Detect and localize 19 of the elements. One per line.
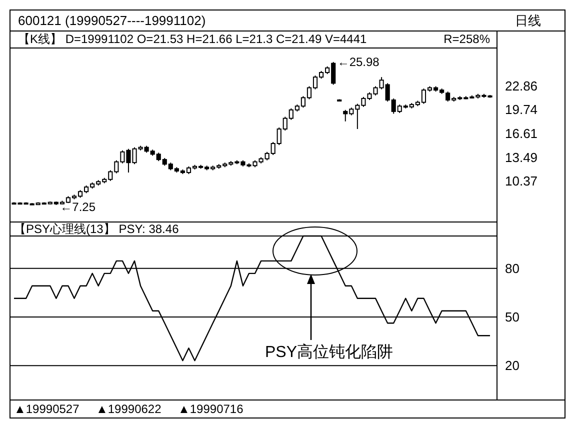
annotation: ←25.98 — [337, 54, 380, 69]
y-tick-label: 50 — [505, 310, 520, 325]
text: 日线 — [515, 13, 541, 28]
chart-subtitle: 【K线】 D=19991102 O=21.53 H=21.66 L=21.3 C=21.49 V=4441 — [18, 32, 368, 46]
text: ▲19990622 — [96, 402, 162, 416]
chart-title: 600121 (19990527----19991102) — [18, 13, 206, 28]
y-tick-label: 19.74 — [505, 102, 538, 118]
text: R=258% — [444, 32, 490, 46]
annotation: PSY高位钝化陷阱 — [265, 343, 394, 361]
text: ▲19990716 — [178, 402, 244, 416]
y-tick-label: 16.61 — [505, 126, 538, 142]
y-tick-label: 13.49 — [505, 150, 538, 165]
chart-title: 【PSY心理线(13】 PSY: 38.46 — [14, 222, 180, 236]
y-tick-label: 20 — [505, 358, 520, 374]
y-tick-label: 22.86 — [505, 78, 538, 94]
annotation: ←7.25 — [60, 200, 96, 214]
y-tick-label: 80 — [505, 260, 520, 276]
y-tick-label: 10.37 — [505, 174, 538, 189]
text: ▲19990527 — [14, 402, 80, 416]
